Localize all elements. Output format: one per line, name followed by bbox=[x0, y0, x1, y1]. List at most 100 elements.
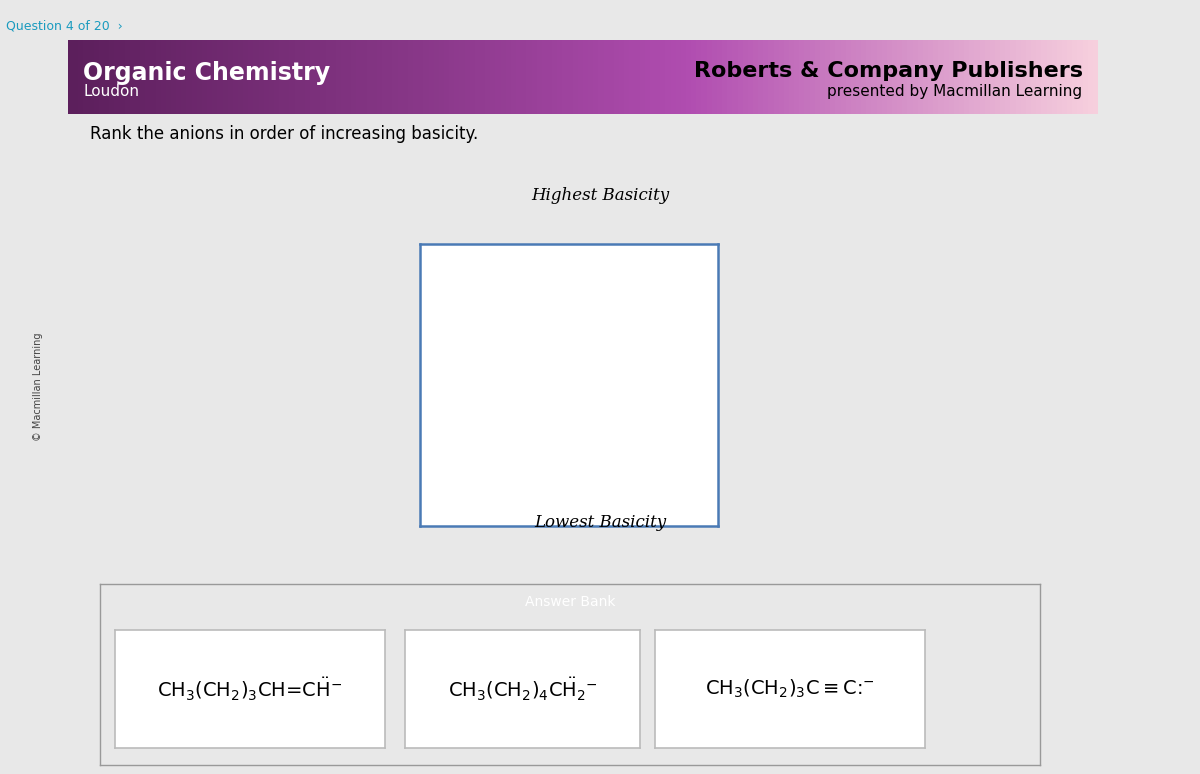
Bar bbox=[150, 40, 157, 114]
Bar bbox=[284, 40, 292, 114]
Bar bbox=[460, 40, 467, 114]
Bar bbox=[156, 40, 163, 114]
Bar bbox=[464, 40, 472, 114]
Bar bbox=[181, 40, 188, 114]
Bar bbox=[892, 40, 899, 114]
Bar bbox=[846, 40, 853, 114]
Bar bbox=[78, 40, 85, 114]
Bar bbox=[428, 40, 436, 114]
Bar bbox=[172, 40, 179, 114]
Bar bbox=[748, 40, 755, 114]
Bar bbox=[568, 40, 575, 114]
Bar bbox=[469, 40, 476, 114]
Bar bbox=[799, 40, 806, 114]
Bar bbox=[455, 40, 462, 114]
Bar bbox=[536, 40, 544, 114]
Bar bbox=[943, 40, 950, 114]
Text: CH$_3$(CH$_2$)$_3$CH=C$\ddot{\mathsf{H}}$$^{-}$: CH$_3$(CH$_2$)$_3$CH=C$\ddot{\mathsf{H}}… bbox=[157, 676, 342, 703]
Bar bbox=[856, 40, 863, 114]
Bar bbox=[372, 40, 379, 114]
Bar bbox=[1057, 40, 1064, 114]
Bar bbox=[341, 40, 348, 114]
Bar bbox=[166, 40, 173, 114]
Bar bbox=[331, 40, 338, 114]
Bar bbox=[752, 40, 760, 114]
Bar bbox=[1026, 40, 1033, 114]
Bar bbox=[979, 40, 986, 114]
Bar bbox=[583, 40, 590, 114]
Bar bbox=[624, 40, 631, 114]
Bar bbox=[876, 40, 883, 114]
Bar bbox=[1051, 40, 1058, 114]
Bar bbox=[500, 40, 508, 114]
Bar bbox=[851, 40, 858, 114]
Bar bbox=[732, 40, 739, 114]
Bar bbox=[902, 40, 910, 114]
Bar bbox=[274, 40, 281, 114]
Bar bbox=[1006, 40, 1013, 114]
Bar bbox=[1046, 40, 1054, 114]
Bar bbox=[722, 40, 730, 114]
Bar bbox=[650, 40, 658, 114]
Bar bbox=[408, 40, 415, 114]
Bar bbox=[89, 40, 96, 114]
Bar bbox=[871, 40, 878, 114]
Bar bbox=[94, 40, 101, 114]
Bar bbox=[73, 40, 80, 114]
Bar bbox=[269, 40, 276, 114]
Bar bbox=[918, 40, 925, 114]
Bar bbox=[1031, 40, 1038, 114]
Bar bbox=[1073, 40, 1080, 114]
Bar bbox=[826, 40, 833, 114]
Bar bbox=[763, 40, 770, 114]
Bar bbox=[300, 40, 307, 114]
Bar bbox=[1036, 40, 1044, 114]
Bar bbox=[222, 40, 229, 114]
Bar bbox=[176, 40, 184, 114]
Bar bbox=[866, 40, 874, 114]
Bar bbox=[244, 40, 251, 114]
Bar bbox=[938, 40, 946, 114]
Bar bbox=[310, 40, 317, 114]
Bar bbox=[1082, 40, 1090, 114]
Bar bbox=[665, 40, 673, 114]
Bar bbox=[862, 40, 869, 114]
Bar bbox=[521, 40, 528, 114]
Bar bbox=[974, 40, 982, 114]
Bar bbox=[527, 40, 534, 114]
Text: CH$_3$(CH$_2$)$_4$C$\ddot{\mathsf{H}}_2$$^{-}$: CH$_3$(CH$_2$)$_4$C$\ddot{\mathsf{H}}_2$… bbox=[448, 676, 598, 703]
Bar bbox=[1015, 40, 1022, 114]
Bar bbox=[774, 40, 781, 114]
Bar bbox=[907, 40, 914, 114]
Bar bbox=[449, 40, 456, 114]
Bar bbox=[217, 40, 224, 114]
Bar bbox=[295, 40, 302, 114]
Bar bbox=[619, 40, 626, 114]
Bar bbox=[336, 40, 343, 114]
Bar bbox=[912, 40, 920, 114]
Bar bbox=[248, 40, 256, 114]
Bar bbox=[588, 40, 595, 114]
Bar bbox=[660, 40, 667, 114]
Bar bbox=[377, 40, 384, 114]
Bar bbox=[480, 40, 487, 114]
Bar bbox=[928, 40, 935, 114]
Bar bbox=[1062, 40, 1069, 114]
Bar bbox=[238, 40, 245, 114]
Text: Loudon: Loudon bbox=[84, 84, 139, 99]
Bar bbox=[578, 40, 586, 114]
Bar bbox=[145, 40, 152, 114]
Bar bbox=[1021, 40, 1028, 114]
Bar bbox=[702, 40, 709, 114]
Text: Lowest Basicity: Lowest Basicity bbox=[534, 514, 666, 531]
Bar bbox=[202, 40, 209, 114]
Bar bbox=[392, 40, 400, 114]
Bar bbox=[716, 40, 724, 114]
Bar bbox=[794, 40, 802, 114]
Bar bbox=[593, 40, 600, 114]
Bar bbox=[511, 40, 518, 114]
Bar bbox=[949, 40, 956, 114]
Bar bbox=[444, 40, 451, 114]
Bar bbox=[130, 40, 137, 114]
Bar bbox=[325, 40, 332, 114]
